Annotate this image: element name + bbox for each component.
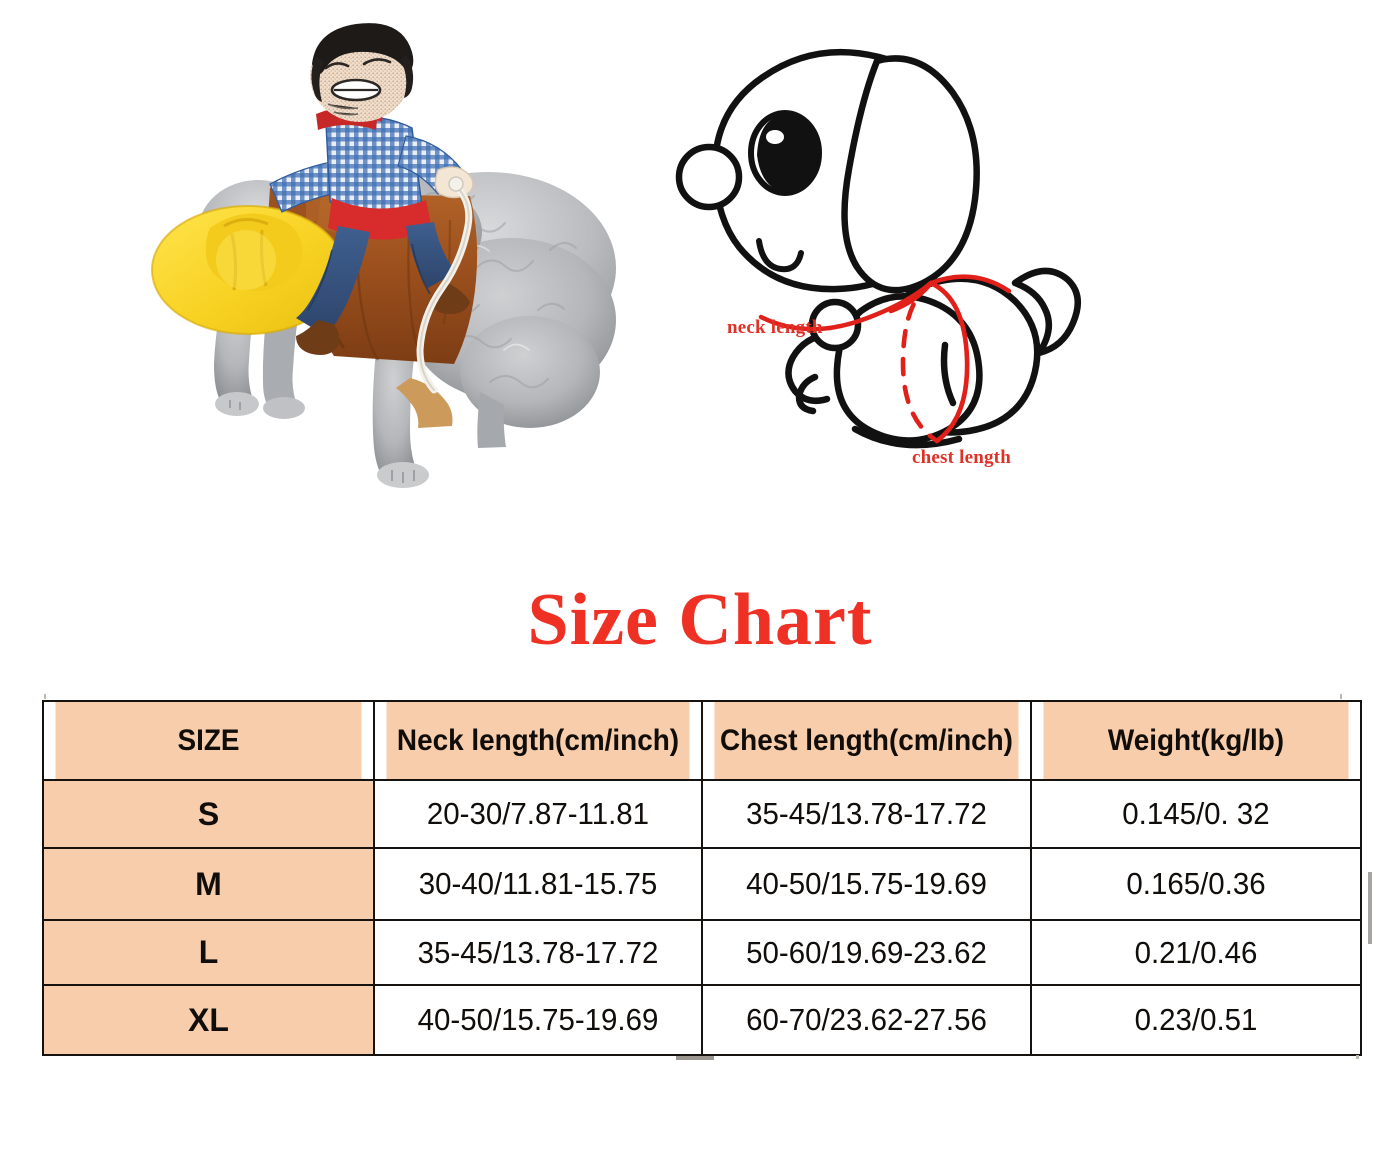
cell-size-s: S	[42, 779, 375, 849]
cell-neck-s: 20-30/7.87-11.81	[381, 779, 695, 849]
column-header-neck: Neck length(cm/inch)	[384, 700, 692, 781]
table-row: M 30-40/11.81-15.75 40-50/15.75-19.69 0.…	[42, 847, 1361, 921]
scroll-artifact-mark	[1368, 872, 1372, 944]
size-chart-table-container: SIZE Neck length(cm/inch) Chest length(c…	[42, 700, 1362, 1056]
table-header: SIZE Neck length(cm/inch) Chest length(c…	[43, 700, 1361, 781]
neck-length-label: neck length	[727, 317, 823, 338]
registration-tick-top-right	[1340, 694, 1342, 699]
column-header-chest: Chest length(cm/inch)	[712, 700, 1021, 781]
registration-tick-bottom-right	[1356, 1055, 1359, 1059]
dog-measurement-diagram	[655, 25, 1085, 485]
cell-weight-l: 0.21/0.46	[1038, 919, 1354, 986]
chest-length-label: chest length	[912, 447, 1011, 468]
column-header-size: SIZE	[53, 700, 364, 781]
table-row: L 35-45/13.78-17.72 50-60/19.69-23.62 0.…	[42, 919, 1361, 986]
page-title: Size Chart	[527, 579, 873, 661]
product-photo-dog-cowboy-costume	[120, 20, 620, 510]
column-header-weight: Weight(kg/lb)	[1041, 700, 1351, 781]
registration-tick-top-left	[44, 694, 46, 699]
hero-image-band: neck length chest length	[0, 0, 1400, 560]
cell-neck-l: 35-45/13.78-17.72	[381, 919, 695, 986]
cell-weight-m: 0.165/0.36	[1038, 847, 1354, 921]
cell-size-l: L	[42, 919, 375, 986]
table-row: XL 40-50/15.75-19.69 60-70/23.62-27.56 0…	[42, 984, 1361, 1056]
table-header-row: SIZE Neck length(cm/inch) Chest length(c…	[43, 700, 1361, 781]
cell-chest-m: 40-50/15.75-19.69	[709, 847, 1024, 921]
cell-chest-xl: 60-70/23.62-27.56	[709, 984, 1024, 1056]
registration-tick-bottom-center	[676, 1056, 714, 1060]
table-row: S 20-30/7.87-11.81 35-45/13.78-17.72 0.1…	[42, 779, 1361, 849]
cell-size-m: M	[42, 847, 375, 921]
cell-neck-m: 30-40/11.81-15.75	[381, 847, 695, 921]
cell-neck-xl: 40-50/15.75-19.69	[381, 984, 695, 1056]
cell-chest-l: 50-60/19.69-23.62	[709, 919, 1024, 986]
cell-weight-xl: 0.23/0.51	[1038, 984, 1354, 1056]
cell-chest-s: 35-45/13.78-17.72	[709, 779, 1024, 849]
size-chart-table: SIZE Neck length(cm/inch) Chest length(c…	[42, 700, 1362, 1056]
cell-weight-s: 0.145/0. 32	[1038, 779, 1354, 849]
table-body: S 20-30/7.87-11.81 35-45/13.78-17.72 0.1…	[42, 779, 1361, 1056]
cell-size-xl: XL	[42, 984, 375, 1056]
